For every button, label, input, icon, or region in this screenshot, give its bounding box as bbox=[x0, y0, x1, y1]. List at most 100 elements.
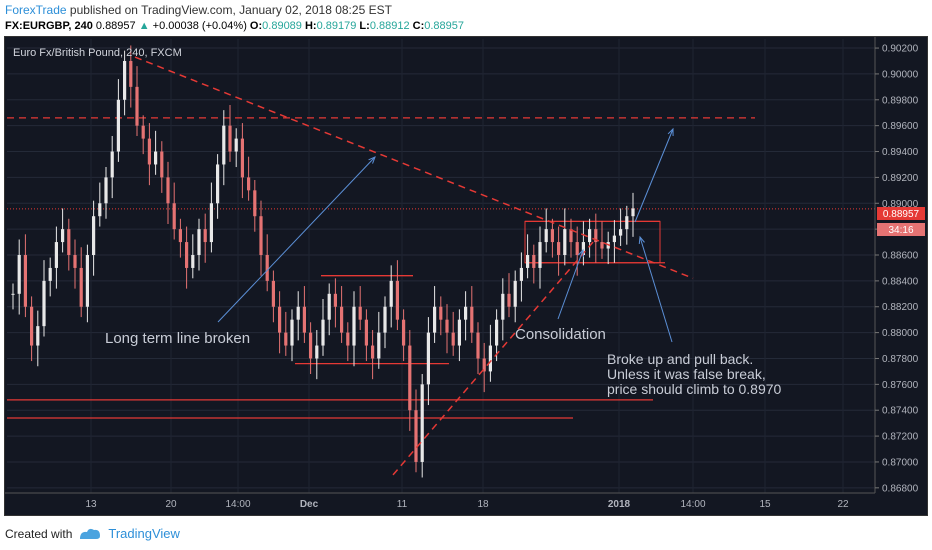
candle-body bbox=[433, 306, 437, 333]
high-value: 0.89179 bbox=[316, 20, 357, 32]
candle-body bbox=[631, 208, 635, 217]
candle-body bbox=[402, 319, 406, 346]
candle-body bbox=[619, 229, 623, 236]
annotation-long-term: Long term line broken bbox=[105, 330, 250, 347]
price-tick-label: 0.87000 bbox=[882, 457, 919, 468]
current-price-badge: 0.88957 bbox=[877, 207, 925, 220]
candle-body bbox=[346, 332, 350, 346]
candle-body bbox=[625, 216, 629, 230]
change-value: +0.00038 (+0.04%) bbox=[152, 20, 247, 32]
time-tick-label: 15 bbox=[759, 499, 771, 510]
candle-body bbox=[73, 255, 77, 268]
candle-body bbox=[575, 242, 579, 256]
candle-body bbox=[191, 255, 195, 268]
price-tick-label: 0.89200 bbox=[882, 173, 919, 184]
candle-body bbox=[371, 345, 375, 359]
footer: Created with TradingView bbox=[5, 526, 180, 541]
candle-body bbox=[178, 229, 182, 243]
candle-body bbox=[364, 319, 368, 346]
arrow-head bbox=[638, 235, 645, 245]
candle-body bbox=[532, 255, 536, 268]
candle-body bbox=[327, 293, 331, 320]
close-value: 0.88957 bbox=[424, 20, 465, 32]
price-tick-label: 0.88600 bbox=[882, 251, 919, 262]
time-tick-label: 14:00 bbox=[680, 499, 705, 510]
candle-body bbox=[451, 332, 455, 346]
candle-body bbox=[464, 306, 468, 320]
low-label: L: bbox=[359, 20, 370, 32]
author-link[interactable]: ForexTrade bbox=[5, 3, 67, 17]
annotation-arrow bbox=[217, 156, 376, 323]
long-term-trend-line bbox=[134, 56, 694, 279]
candle-body bbox=[470, 306, 474, 333]
annotation-forecast-line: price should climb to 0.8970 bbox=[607, 381, 782, 397]
price-chart[interactable]: Euro Fx/British Pound, 240, FXCM 0.90200… bbox=[5, 37, 927, 515]
candle-body bbox=[612, 235, 616, 243]
candle-body bbox=[476, 332, 480, 359]
candle-body bbox=[538, 242, 542, 268]
time-tick-label: 2018 bbox=[608, 499, 631, 510]
candle-body bbox=[247, 177, 251, 191]
annotations: Long term line broken ConsolidationBroke … bbox=[105, 326, 782, 397]
chart-title: Euro Fx/British Pound, 240, FXCM bbox=[13, 47, 182, 59]
candle-body bbox=[98, 203, 102, 217]
price-tick-label: 0.87400 bbox=[882, 406, 919, 417]
tradingview-logo-icon bbox=[80, 528, 101, 539]
timer-label: 34:16 bbox=[888, 225, 913, 236]
candle-body bbox=[501, 293, 505, 320]
candle-body bbox=[290, 319, 294, 346]
trend-lines bbox=[134, 56, 694, 476]
candle-body bbox=[519, 267, 523, 281]
annotation-arrows bbox=[217, 127, 674, 343]
tradingview-brand[interactable]: TradingView bbox=[108, 526, 180, 541]
candle-body bbox=[265, 255, 269, 281]
price-tick-label: 0.88400 bbox=[882, 276, 919, 287]
candle-body bbox=[569, 229, 573, 243]
up-arrow-icon: ▲ bbox=[138, 20, 150, 32]
candle-body bbox=[30, 306, 34, 346]
candle-body bbox=[147, 138, 151, 165]
candle-body bbox=[302, 306, 306, 333]
candle-body bbox=[414, 410, 418, 462]
candle-body bbox=[420, 384, 424, 462]
candle-body bbox=[42, 280, 46, 327]
time-tick-label: 11 bbox=[397, 499, 408, 510]
open-label: O: bbox=[249, 20, 263, 32]
arrow-head bbox=[667, 127, 674, 137]
price-tick-label: 0.89800 bbox=[882, 95, 919, 106]
candle-body bbox=[79, 267, 83, 307]
created-with: Created with bbox=[5, 526, 73, 541]
candles bbox=[11, 45, 635, 478]
candle-body bbox=[228, 125, 232, 152]
candle-body bbox=[278, 306, 282, 333]
time-tick-label: 22 bbox=[837, 499, 849, 510]
price-tick-label: 0.89400 bbox=[882, 147, 919, 158]
candle-body bbox=[588, 229, 592, 243]
candle-body bbox=[340, 306, 344, 333]
time-tick-label: 18 bbox=[477, 499, 489, 510]
candle-body bbox=[482, 358, 486, 372]
support-trend-line bbox=[392, 241, 594, 476]
annotation-forecast-line: Broke up and pull back. bbox=[607, 351, 753, 367]
candle-body bbox=[333, 293, 337, 307]
candle-body bbox=[23, 255, 27, 307]
consolidation-box bbox=[524, 220, 661, 264]
price-axis[interactable]: 0.90200 0.90000 0.89800 0.89600 0.89400 0.892… bbox=[874, 37, 919, 494]
candle-body bbox=[54, 242, 58, 268]
arrow-head bbox=[368, 156, 376, 164]
candle-body bbox=[557, 242, 561, 256]
candle-body bbox=[160, 151, 164, 178]
annotation-consolidation: Consolidation bbox=[515, 326, 606, 343]
symbol-label: FX:EURGBP, 240 bbox=[5, 20, 93, 32]
arrow-head bbox=[577, 248, 584, 258]
candle-body bbox=[315, 345, 319, 359]
price-tick-label: 0.87600 bbox=[882, 380, 919, 391]
candle-body bbox=[240, 138, 244, 178]
candle-body bbox=[383, 306, 387, 333]
candle-body bbox=[209, 203, 213, 243]
candle-body bbox=[550, 229, 554, 243]
time-axis[interactable]: 13 20 14:00 Dec 11 18 2018 14:00 15 22 bbox=[5, 492, 875, 510]
price-tick-label: 0.89600 bbox=[882, 121, 919, 132]
chart-panel[interactable]: Euro Fx/British Pound, 240, FXCM 0.90200… bbox=[4, 36, 928, 516]
candle-body bbox=[185, 242, 189, 268]
